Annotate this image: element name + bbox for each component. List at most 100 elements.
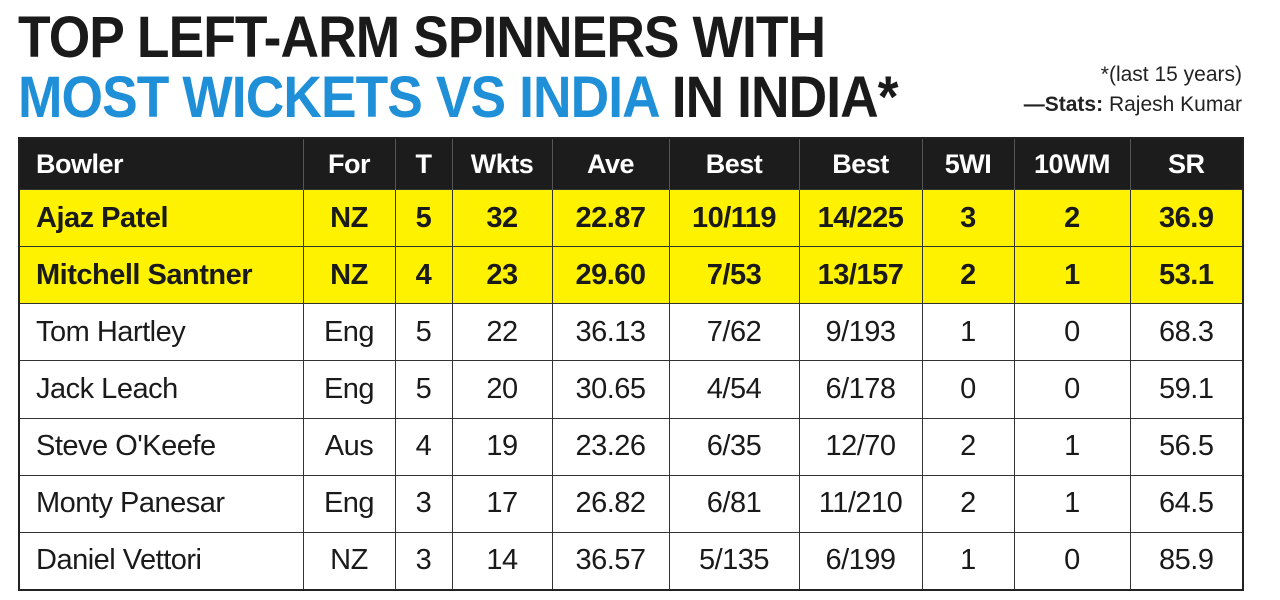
stat-cell: 6/35 [668, 417, 799, 476]
column-header: For [302, 139, 395, 190]
stats-credit: —Stats: Rajesh Kumar [1024, 90, 1242, 120]
stat-cell: 53.1 [1129, 246, 1242, 304]
title-text-blue: MOST WICKETS VS INDIA [18, 65, 659, 130]
stat-cell: 59.1 [1129, 360, 1242, 419]
stat-cell: Aus [302, 417, 395, 476]
stat-cell: 36.57 [551, 531, 669, 589]
stat-cell: 64.5 [1129, 474, 1242, 533]
table-row: Daniel Vettori NZ 3 14 36.57 5/135 6/199 1 0 85.9 [20, 531, 1242, 589]
table-row: Steve O'Keefe Aus 4 19 23.26 6/35 12/70 2 1 56.5 [20, 417, 1242, 476]
column-header: 5WI [921, 139, 1014, 190]
stat-cell: NZ [302, 246, 395, 304]
stat-cell: 1 [1013, 417, 1130, 476]
stat-cell: 6/178 [798, 360, 922, 419]
column-header: 10WM [1013, 139, 1130, 190]
stat-cell: 2 [921, 246, 1014, 304]
stat-cell: 32 [451, 188, 552, 247]
stat-cell: 11/210 [798, 474, 922, 533]
stat-cell: NZ [302, 531, 395, 589]
stat-cell: 22 [451, 303, 552, 361]
stat-cell: 14 [451, 531, 552, 589]
stat-cell: 0 [1013, 531, 1130, 589]
stat-cell: 29.60 [551, 246, 669, 304]
column-header: Best [798, 139, 922, 190]
stat-cell: 6/81 [668, 474, 799, 533]
stat-cell: 5 [394, 188, 452, 247]
bowler-name-cell: Mitchell Santner [20, 246, 303, 304]
stats-prefix: —Stats: [1023, 93, 1104, 116]
stat-cell: Eng [302, 360, 395, 419]
stat-cell: 36.13 [551, 303, 669, 361]
stat-cell: 22.87 [551, 188, 669, 247]
title-text-1: TOP LEFT-ARM SPINNERS WITH [18, 5, 826, 70]
bowler-name-cell: Ajaz Patel [20, 188, 303, 247]
notes: *(last 15 years) —Stats: Rajesh Kumar [1024, 60, 1242, 120]
bowler-name-cell: Tom Hartley [20, 303, 303, 361]
table-row: Monty Panesar Eng 3 17 26.82 6/81 11/210 2 1 64.5 [20, 474, 1242, 533]
stat-cell: 26.82 [551, 474, 669, 533]
stat-cell: 0 [921, 360, 1014, 419]
bowler-name-cell: Daniel Vettori [20, 531, 303, 589]
stat-cell: 7/53 [668, 246, 799, 304]
stat-cell: 17 [451, 474, 552, 533]
stat-cell: 6/199 [798, 531, 922, 589]
stat-cell: 5 [394, 303, 452, 361]
stat-cell: 1 [1013, 474, 1130, 533]
stat-cell: 5/135 [668, 531, 799, 589]
bowler-name-cell: Jack Leach [20, 360, 303, 419]
stat-cell: 2 [921, 417, 1014, 476]
column-header: T [394, 139, 452, 190]
stat-cell: 23.26 [551, 417, 669, 476]
stat-cell: 3 [394, 531, 452, 589]
stat-cell: 0 [1013, 360, 1130, 419]
stat-cell: 30.65 [551, 360, 669, 419]
stats-name: Rajesh Kumar [1103, 93, 1242, 116]
column-header: SR [1129, 139, 1242, 190]
stat-cell: 3 [394, 474, 452, 533]
table-row: Mitchell Santner NZ 4 23 29.60 7/53 13/157 2 1 53… [20, 246, 1242, 304]
stat-cell: 4 [394, 417, 452, 476]
stat-cell: 0 [1013, 303, 1130, 361]
stats-table-wrap: Bowler For T Wkts Ave Best Best 5WI 10WM SR Ajaz … [18, 137, 1244, 591]
column-header: Best [668, 139, 799, 190]
footnote: *(last 15 years) [1100, 63, 1242, 86]
stat-cell: 9/193 [798, 303, 922, 361]
stat-cell: 1 [921, 531, 1014, 589]
stat-cell: 2 [921, 474, 1014, 533]
stat-cell: 19 [451, 417, 552, 476]
stat-cell: 5 [394, 360, 452, 419]
table-row: Jack Leach Eng 5 20 30.65 4/54 6/178 0 0 59.1 [20, 360, 1242, 419]
stat-cell: 56.5 [1129, 417, 1242, 476]
stat-cell: 2 [1013, 188, 1130, 247]
stat-cell: 68.3 [1129, 303, 1242, 361]
stat-cell: 7/62 [668, 303, 799, 361]
stat-cell: 20 [451, 360, 552, 419]
stat-cell: 85.9 [1129, 531, 1242, 589]
stat-cell: 1 [921, 303, 1014, 361]
stat-cell: Eng [302, 474, 395, 533]
table-body: Ajaz Patel NZ 5 32 22.87 10/119 14/225 3 2 36.9 Mi… [20, 188, 1242, 589]
title-line-1: TOP LEFT-ARM SPINNERS WITH [18, 8, 898, 68]
title-text-dark: IN INDIA* [657, 65, 899, 130]
stat-cell: 14/225 [798, 188, 922, 247]
table-row: Tom Hartley Eng 5 22 36.13 7/62 9/193 1 0 68.3 [20, 303, 1242, 361]
column-header: Bowler [20, 139, 303, 190]
stat-cell: 3 [921, 188, 1014, 247]
stat-cell: Eng [302, 303, 395, 361]
column-header: Wkts [451, 139, 552, 190]
stat-cell: 4 [394, 246, 452, 304]
stat-cell: 36.9 [1129, 188, 1242, 247]
header-row: Bowler For T Wkts Ave Best Best 5WI 10WM SR [20, 139, 1242, 190]
stat-cell: 12/70 [798, 417, 922, 476]
table-row: Ajaz Patel NZ 5 32 22.87 10/119 14/225 3 2 36.9 [20, 188, 1242, 247]
stat-cell: 13/157 [798, 246, 922, 304]
bowler-name-cell: Monty Panesar [20, 474, 303, 533]
column-header: Ave [551, 139, 669, 190]
stat-cell: 10/119 [668, 188, 799, 247]
title-line-2: MOST WICKETS VS INDIA IN INDIA* [18, 65, 899, 130]
stat-cell: 1 [1013, 246, 1130, 304]
stat-cell: 23 [451, 246, 552, 304]
bowler-name-cell: Steve O'Keefe [20, 417, 303, 476]
stats-table: Bowler For T Wkts Ave Best Best 5WI 10WM SR Ajaz … [20, 139, 1242, 589]
stat-cell: NZ [302, 188, 395, 247]
